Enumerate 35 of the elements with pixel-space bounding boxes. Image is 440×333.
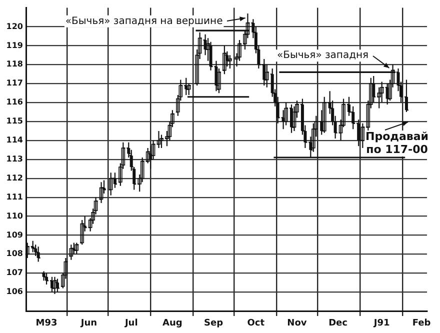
x-tick-label: M93 [36,318,58,329]
y-tick-label: 106 [6,287,24,296]
x-tick-label: J91 [372,318,390,329]
y-tick-label: 108 [6,249,24,258]
x-tick-label: Nov [287,318,307,329]
y-tick-label: 117 [6,78,23,88]
x-tick-label: Dec [328,318,348,329]
x-tick-label: Aug [162,318,182,329]
y-tick-label: 119 [6,40,24,50]
candlestick [80,219,84,246]
y-tick-label: 120 [6,22,24,31]
candlestick [42,270,46,282]
y-tick-label: 107 [6,268,23,278]
x-tick-label: Sep [204,318,224,329]
candlestick [99,182,104,204]
y-tick-label: 109 [6,230,24,240]
candlestick [52,276,57,294]
x-tick-label: Feb [412,318,432,329]
annotation: «Бычья» западня на вершине [65,16,223,27]
x-tick-label: Oct [247,318,266,329]
y-tick-label: 118 [6,60,24,69]
y-tick-label: 113 [6,154,23,164]
y-tick-label: 115 [6,116,24,126]
y-tick-label: 112 [6,173,23,182]
annotation: Продавай по 117-00 [365,130,429,156]
candlestick [36,246,40,262]
annotation: «Бычья» западня [276,50,369,62]
x-tick-label: Jun [80,318,98,329]
y-tick-label: 110 [6,211,24,220]
candlestick [262,58,266,86]
x-tick-label: Jul [124,318,138,329]
y-tick-label: 111 [6,192,24,202]
candlestick [108,172,113,196]
y-tick-label: 116 [6,98,24,107]
y-tick-label: 114 [6,136,24,145]
